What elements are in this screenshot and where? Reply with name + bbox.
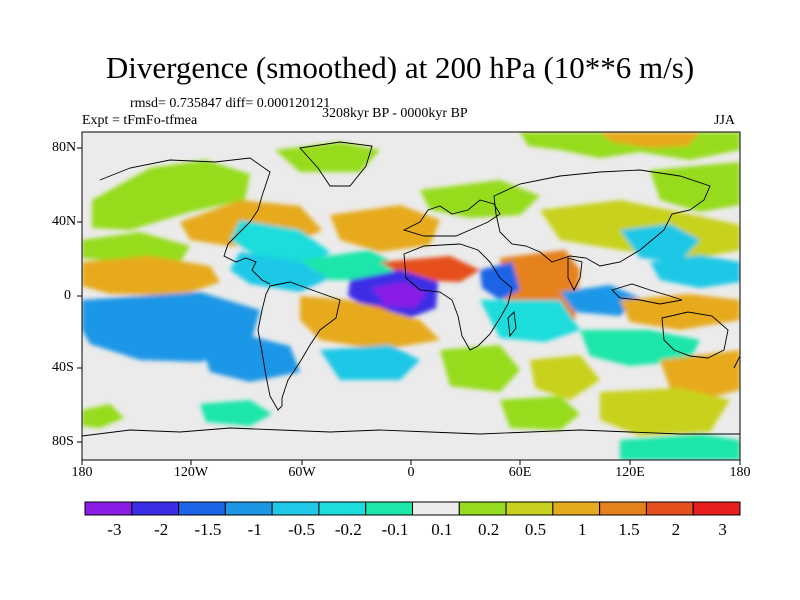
coast-australia [661,311,729,359]
field-green-w-pacific [82,232,190,262]
coast-asia [493,169,711,267]
coast-maritime [611,283,683,305]
field-orange-s-atlantic [300,296,440,350]
field-teal-far-south-w [200,400,272,426]
colorbar-label: 2 [671,520,681,539]
y-tick-40n: 40N [52,214,77,229]
axis-ticks [77,147,741,465]
colorbar-swatch [131,501,180,516]
field-orange-central-pacific [82,256,220,296]
colorbar-swatch [84,501,133,516]
colorbar-label: 1.5 [618,520,640,539]
colorbar-swatch [224,501,273,516]
coast-new-zealand [733,355,740,369]
season-label: JJA [714,113,736,128]
colorbar [84,501,741,516]
colorbar-swatch [692,501,741,516]
coast-europe [402,199,501,237]
colorbar-label: 1 [578,520,587,539]
colorbar-label: -0.5 [288,520,315,539]
field-teal-n-atlantic [300,250,400,280]
field-green-s-atlantic [440,345,520,392]
field-green-antarctic-w [82,404,124,428]
x-tick-0: 0 [407,465,415,480]
coast-antarctica [82,427,740,437]
field-lightblue-indian [560,285,640,316]
field-teal-s-indian [480,300,580,342]
experiment-label: Expt = tFmFo-tfmea [82,113,198,128]
field-teal-s-ocean [580,330,700,366]
y-tick-80s: 80S [52,434,74,449]
field-teal-antarctic [620,434,740,460]
colorbar-swatch [505,501,554,516]
field-green-europe [420,180,540,218]
field-orange-atlantic [330,205,440,252]
x-tick-120e: 120E [615,465,645,480]
x-tick-120w: 120W [173,465,209,480]
coast-africa [403,243,513,351]
colorbar-label: 0.1 [431,520,453,539]
colorbar-swatch [458,501,507,516]
colorbar-label: 0.2 [478,520,500,539]
colorbar-swatch [412,501,460,516]
field-yellowgreen-far-south-e [600,388,730,436]
colorbar-swatch [552,501,601,516]
field-yellowgreen-s-ocean [530,355,600,400]
y-tick-80n: 80N [52,140,77,155]
colorbar-label: -1 [247,520,262,539]
field-purple-atlantic-core [372,282,426,308]
x-tick-60w: 60W [288,465,316,480]
stats-label: rmsd= 0.735847 diff= 0.000120121 [130,96,331,111]
coast-greenland [299,141,373,187]
coast-madagascar [507,311,517,338]
colorbar-swatch [318,501,367,516]
field-orange-indian-east [620,294,740,330]
colorbar-label: 3 [718,520,727,539]
field-green-far-south [500,396,580,430]
field-green-northamerica [92,160,250,230]
colorbar-label: -0.1 [381,520,409,539]
colorbar-label: 0.5 [524,520,547,539]
map-title: Divergence (smoothed) at 200 hPa (10**6 … [105,50,695,85]
field-teal-n-america [230,220,330,268]
x-tick-180w: 180 [71,465,93,480]
x-tick-60e: 60E [508,465,532,480]
contour-fields [82,132,740,460]
field-lightblue-s-america [200,336,300,382]
field-orange-s-ocean [660,350,740,400]
colorbar-label: -1.5 [194,520,222,539]
y-tick-40s: 40S [52,360,74,375]
coast-north-america [99,157,271,285]
divergence-map [82,132,740,460]
colorbar-swatch [365,501,414,516]
x-tick-180e: 180 [729,465,751,480]
coast-india [567,257,583,292]
colorbar-label: -3 [107,520,122,539]
colorbar-swatch [271,501,320,516]
field-cyan-maritime [650,255,740,288]
y-tick-0: 0 [64,288,71,303]
field-cyan-s-atlantic [320,345,420,380]
colorbar-swatch [178,501,226,516]
coast-south-america [257,281,341,411]
colorbar-swatch [645,501,694,516]
field-orange-arctic [600,132,700,148]
period-label: 3208kyr BP - 0000kyr BP [322,106,468,121]
field-cyan-east-asia [620,224,700,262]
colorbar-label: -0.2 [334,520,362,539]
colorbar-swatch [599,501,647,516]
coastlines [82,141,740,437]
field-blue-e-africa [480,262,520,300]
colorbar-label: -2 [154,520,169,539]
